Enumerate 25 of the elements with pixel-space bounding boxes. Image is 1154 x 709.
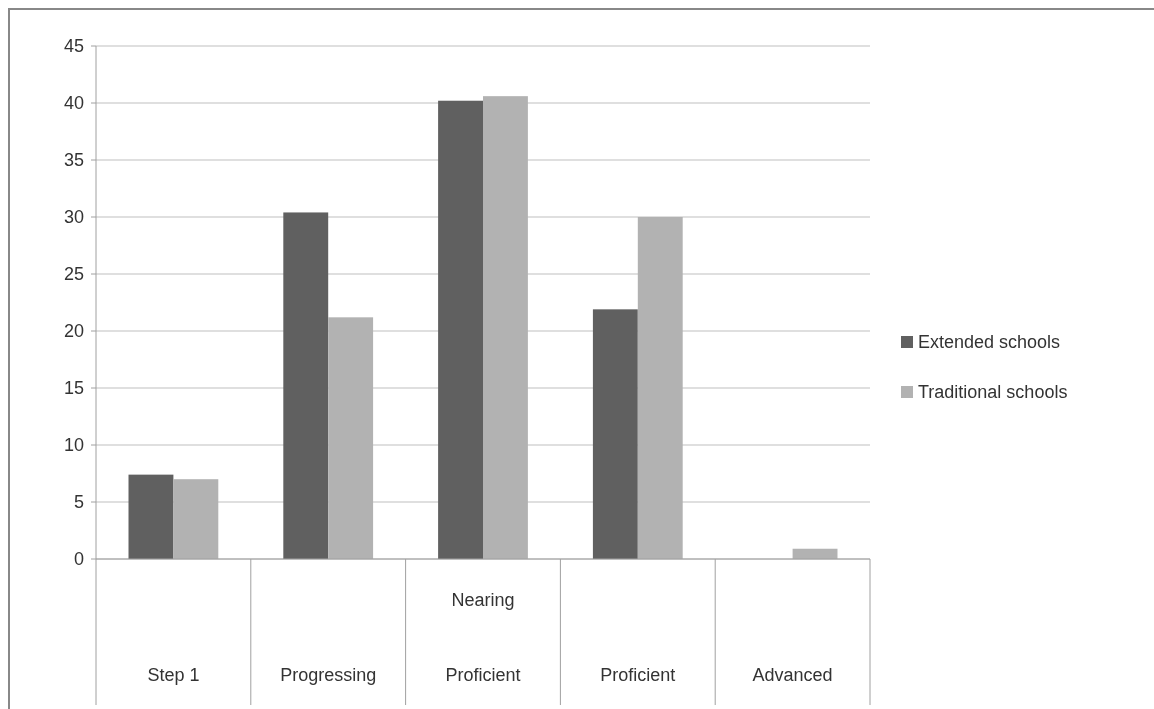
y-tick-label: 35 <box>63 150 84 171</box>
y-tick-label: 30 <box>63 207 84 228</box>
legend-label: Traditional schools <box>918 382 1068 403</box>
y-tick-label: 20 <box>63 321 84 342</box>
y-tick-label: 45 <box>63 36 84 57</box>
bar <box>328 317 374 559</box>
x-tick-label: Advanced <box>752 665 833 685</box>
y-tick-label: 10 <box>63 435 84 456</box>
x-tick-label: Step 1 <box>147 665 200 685</box>
legend-label: Extended schools <box>918 332 1061 353</box>
x-tick-label: Proficient <box>600 665 676 685</box>
y-tick-label: 15 <box>63 378 84 399</box>
bar <box>637 217 683 559</box>
y-tick-label: 5 <box>73 492 84 513</box>
bar <box>483 96 528 559</box>
y-tick-label: 0 <box>73 549 84 570</box>
bar <box>128 474 174 559</box>
bar <box>592 309 638 559</box>
x-tick-label: Progressing <box>280 665 377 685</box>
bar <box>173 479 219 559</box>
category-label: Nearing Proficient <box>445 590 521 685</box>
bar <box>438 100 483 559</box>
y-tick-label: 25 <box>63 264 84 285</box>
y-tick-label: 40 <box>63 93 84 114</box>
bar <box>283 212 329 559</box>
